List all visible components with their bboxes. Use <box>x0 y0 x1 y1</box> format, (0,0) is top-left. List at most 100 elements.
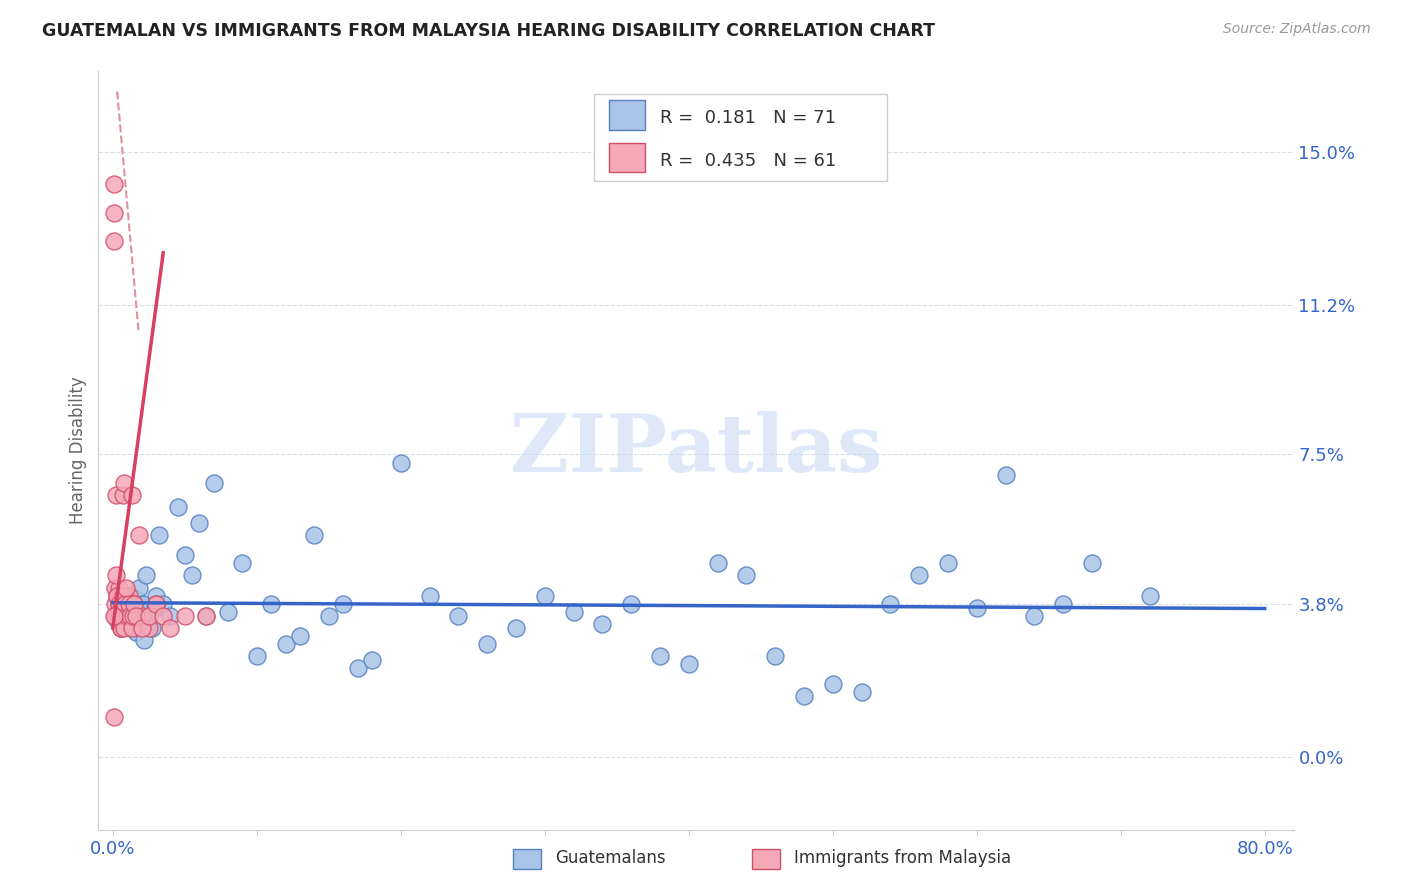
Point <box>120 608 142 623</box>
Point <box>103 709 125 723</box>
Point <box>103 597 125 611</box>
Point <box>125 608 148 623</box>
Text: Guatemalans: Guatemalans <box>555 849 666 867</box>
Point <box>111 597 134 611</box>
Point <box>111 589 134 603</box>
Point <box>145 597 167 611</box>
Point <box>122 608 145 623</box>
Text: ZIPatlas: ZIPatlas <box>510 411 882 490</box>
Point <box>124 597 146 611</box>
Point <box>105 488 128 502</box>
Point <box>419 589 441 603</box>
Text: GUATEMALAN VS IMMIGRANTS FROM MALAYSIA HEARING DISABILITY CORRELATION CHART: GUATEMALAN VS IMMIGRANTS FROM MALAYSIA H… <box>42 22 935 40</box>
Point <box>108 613 131 627</box>
Point <box>908 568 931 582</box>
Point <box>1052 597 1074 611</box>
Point <box>318 608 340 623</box>
Point <box>131 605 153 619</box>
Point <box>105 613 128 627</box>
Point <box>851 685 873 699</box>
Point <box>114 581 136 595</box>
Point <box>195 608 218 623</box>
Point <box>173 608 195 623</box>
Point <box>735 568 758 582</box>
Point <box>135 568 157 582</box>
Point <box>121 621 143 635</box>
Point <box>128 528 150 542</box>
Point <box>152 608 174 623</box>
Point <box>115 600 138 615</box>
Point <box>288 629 311 643</box>
Point <box>114 597 136 611</box>
Point <box>124 597 146 611</box>
Text: Immigrants from Malaysia: Immigrants from Malaysia <box>794 849 1011 867</box>
Point <box>138 608 160 623</box>
Point <box>118 597 141 611</box>
Point <box>143 600 166 615</box>
Point <box>104 568 127 582</box>
Point <box>118 589 141 603</box>
Y-axis label: Hearing Disability: Hearing Disability <box>69 376 87 524</box>
Point <box>1081 557 1104 571</box>
Text: R =  0.181   N = 71: R = 0.181 N = 71 <box>661 110 837 128</box>
Point <box>136 616 159 631</box>
Point <box>1024 608 1046 623</box>
Point <box>936 557 959 571</box>
Point <box>121 589 143 603</box>
Point <box>231 557 253 571</box>
Point <box>105 589 128 603</box>
Point <box>389 456 412 470</box>
Point <box>173 549 195 563</box>
Point <box>138 608 160 623</box>
Point <box>103 178 125 192</box>
Point <box>188 516 211 530</box>
Point <box>110 608 132 623</box>
Point <box>120 605 142 619</box>
Point <box>112 608 135 623</box>
Point <box>620 597 643 611</box>
Point <box>120 608 142 623</box>
Point <box>111 597 134 611</box>
Point <box>332 597 354 611</box>
Text: R =  0.435   N = 61: R = 0.435 N = 61 <box>661 152 837 169</box>
Point <box>477 637 499 651</box>
Point <box>879 597 901 611</box>
Bar <box>609 100 644 129</box>
Point <box>145 597 167 611</box>
Point <box>108 597 131 611</box>
Point <box>118 616 141 631</box>
Point <box>112 475 135 490</box>
Point <box>152 597 174 611</box>
Point <box>111 488 134 502</box>
Point <box>533 589 555 603</box>
Bar <box>609 143 644 172</box>
Point <box>505 621 527 635</box>
Point <box>246 649 269 664</box>
Point <box>122 608 145 623</box>
Point <box>141 621 163 635</box>
Point <box>217 605 239 619</box>
Point <box>112 621 135 635</box>
Point <box>134 633 156 648</box>
Point <box>121 621 143 635</box>
Point <box>447 608 470 623</box>
Point <box>678 657 700 672</box>
Point <box>138 621 160 635</box>
Point <box>181 568 204 582</box>
Point <box>105 589 128 603</box>
Point <box>107 608 129 623</box>
Point <box>159 608 181 623</box>
Point <box>145 589 167 603</box>
Point <box>110 621 132 635</box>
Point <box>131 608 153 623</box>
Point <box>104 581 127 595</box>
Point <box>159 621 181 635</box>
Point <box>202 475 225 490</box>
Point <box>115 608 138 623</box>
Point <box>591 616 613 631</box>
Point <box>114 608 136 623</box>
Point <box>108 605 131 619</box>
Point <box>104 608 127 623</box>
Point <box>103 608 125 623</box>
Point <box>103 234 125 248</box>
